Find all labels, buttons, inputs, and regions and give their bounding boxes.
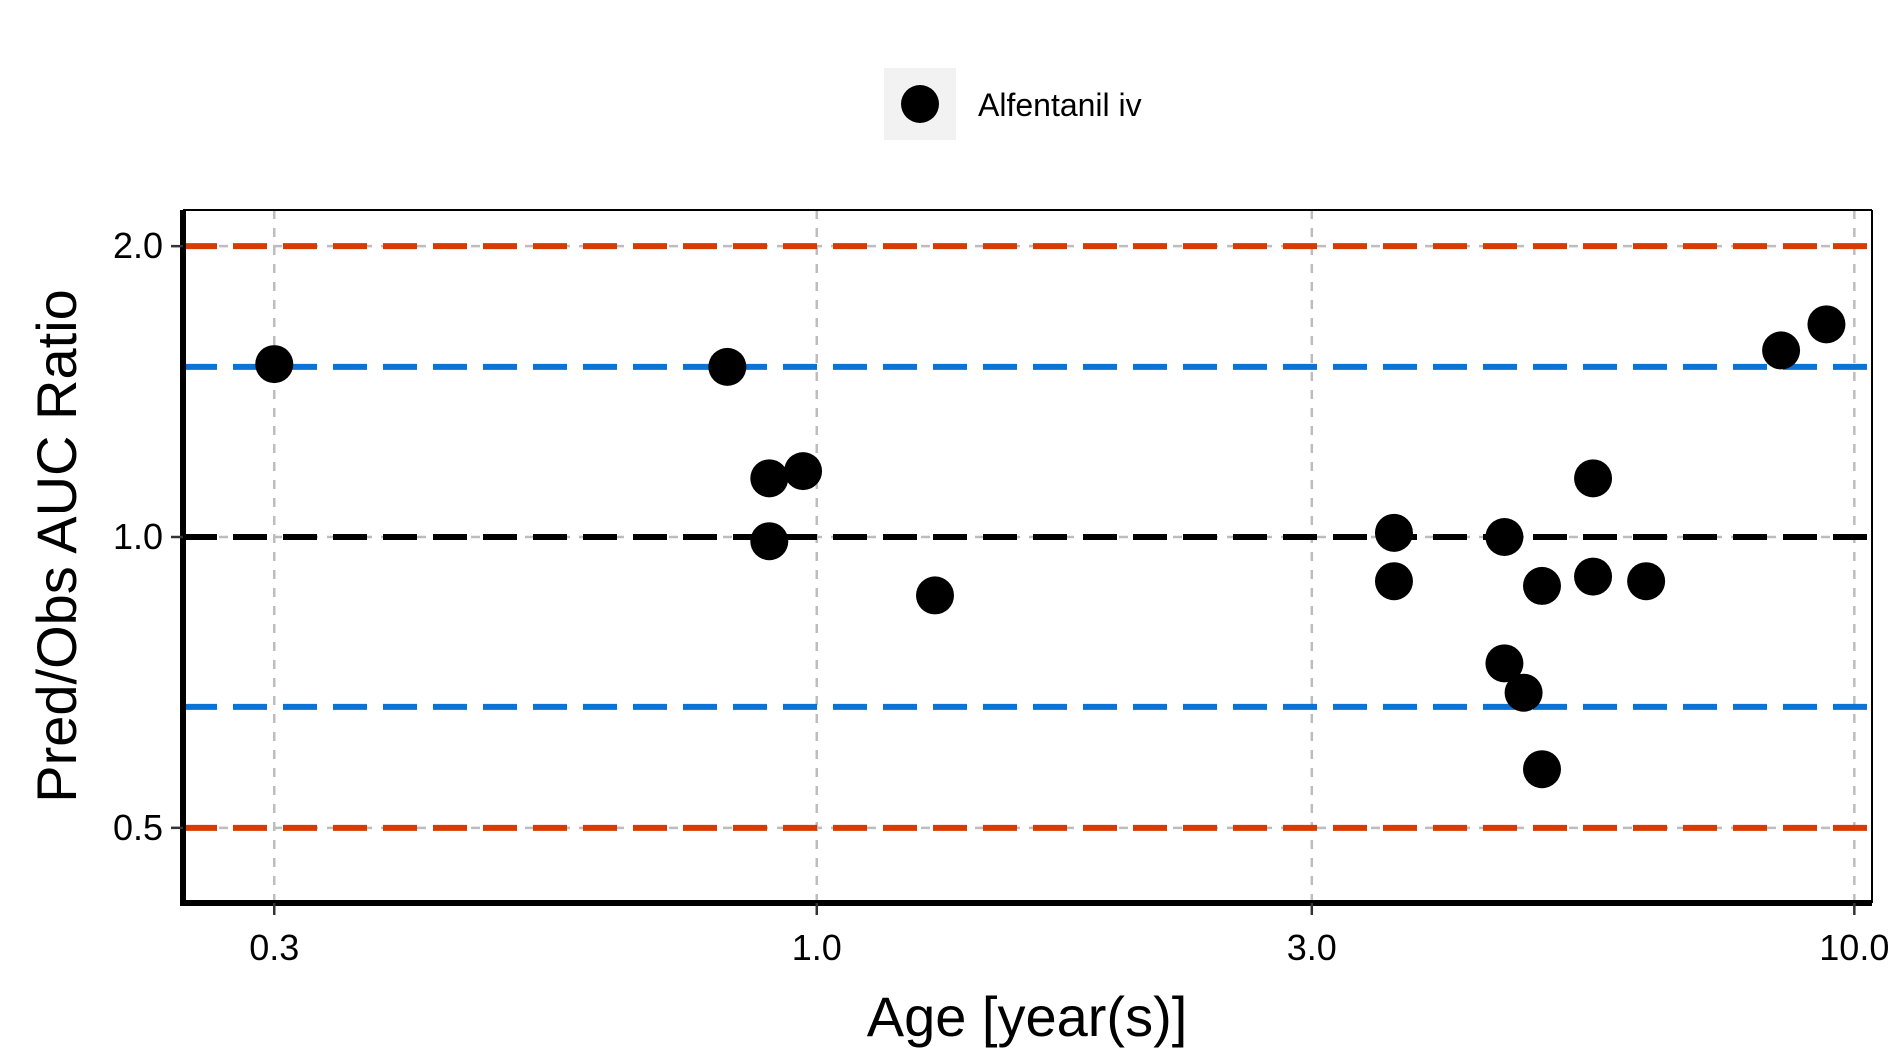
axes [171,209,1873,915]
data-point [1522,566,1561,605]
data-point [1374,562,1413,601]
data-point [1504,673,1543,712]
x-axis-title: Age [year(s)] [867,985,1188,1048]
data-point [1627,562,1666,601]
data-point [1485,517,1524,556]
data-point [915,576,954,615]
data-point [255,345,294,384]
grid [183,210,1872,903]
data-point [1522,750,1561,789]
reference-lines [183,243,1872,831]
legend-entry-label: Alfentanil iv [978,87,1142,123]
legend: Alfentanil iv [884,68,1142,140]
data-point [1485,644,1524,683]
y-axis-title: Pred/Obs AUC Ratio [25,289,88,803]
data-point [750,522,789,561]
x-tick-label: 0.3 [249,927,299,968]
legend-key-marker [901,85,939,123]
x-tick-label: 3.0 [1287,927,1337,968]
data-point [1807,305,1846,344]
y-tick-label: 1.0 [113,516,163,557]
data-point [1574,557,1613,596]
data-point [1374,513,1413,552]
data-point [750,459,789,498]
data-point [784,452,823,491]
data-point [1574,459,1613,498]
data-point [708,347,747,386]
x-tick-label: 1.0 [792,927,842,968]
y-tick-label: 2.0 [113,225,163,266]
data-points [255,305,1846,789]
y-tick-label: 0.5 [113,807,163,848]
tick-labels: 0.3 1.0 3.0 10.0 0.5 1.0 2.0 [113,225,1889,968]
x-tick-label: 10.0 [1819,927,1889,968]
data-point [1762,331,1801,370]
